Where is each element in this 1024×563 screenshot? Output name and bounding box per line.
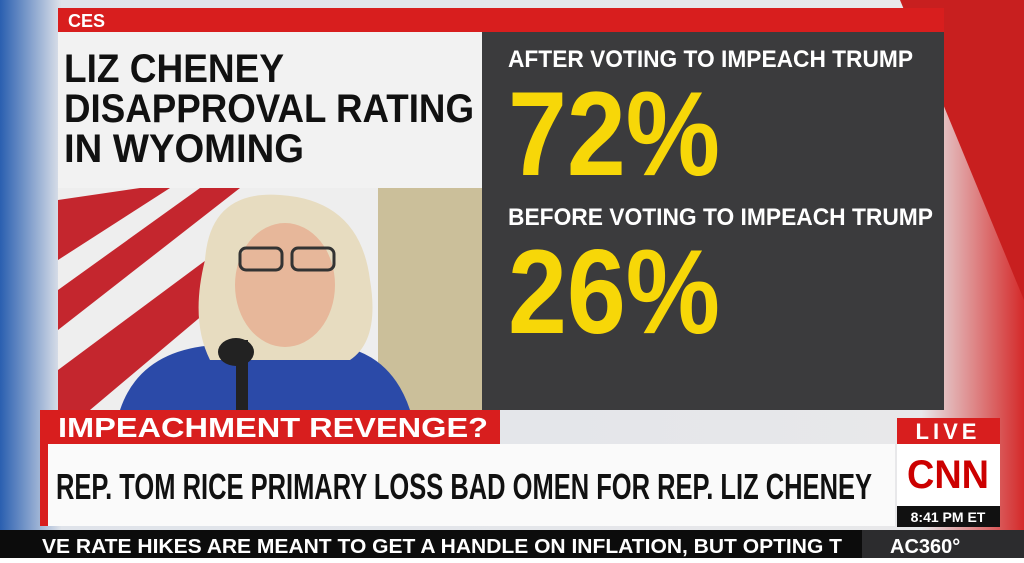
after-label: AFTER VOTING TO IMPEACH TRUMP xyxy=(508,46,913,73)
source: CES xyxy=(68,11,105,31)
after-value: 72% xyxy=(508,67,720,201)
live-box xyxy=(897,418,1000,444)
stats-panel xyxy=(482,32,944,410)
ticker-bar xyxy=(0,530,1024,558)
tag-bar xyxy=(40,410,500,444)
title-line: IN WYOMING xyxy=(64,127,304,171)
ticker-text: VE RATE HIKES ARE MEANT TO GET A HANDLE … xyxy=(42,536,842,558)
show-box xyxy=(862,530,1024,558)
time: 8:41 PM ET xyxy=(911,509,986,525)
headline-accent xyxy=(40,444,48,526)
show: AC360° xyxy=(890,536,960,558)
tag: IMPEACHMENT REVENGE? xyxy=(58,412,488,443)
live: LIVE xyxy=(916,419,981,444)
title-line: LIZ CHENEY xyxy=(64,47,284,91)
headline-bar xyxy=(40,444,895,526)
photo xyxy=(58,188,482,410)
source-bar xyxy=(58,8,944,32)
title-line: DISAPPROVAL RATING xyxy=(64,87,474,131)
network-logo: CNN xyxy=(907,453,989,497)
logo-box xyxy=(897,444,1000,506)
time-box xyxy=(897,506,1000,527)
before-label: BEFORE VOTING TO IMPEACH TRUMP xyxy=(508,204,933,231)
before-value: 26% xyxy=(508,225,720,359)
headline: REP. TOM RICE PRIMARY LOSS BAD OMEN FOR … xyxy=(56,466,872,507)
title-panel xyxy=(58,32,482,188)
